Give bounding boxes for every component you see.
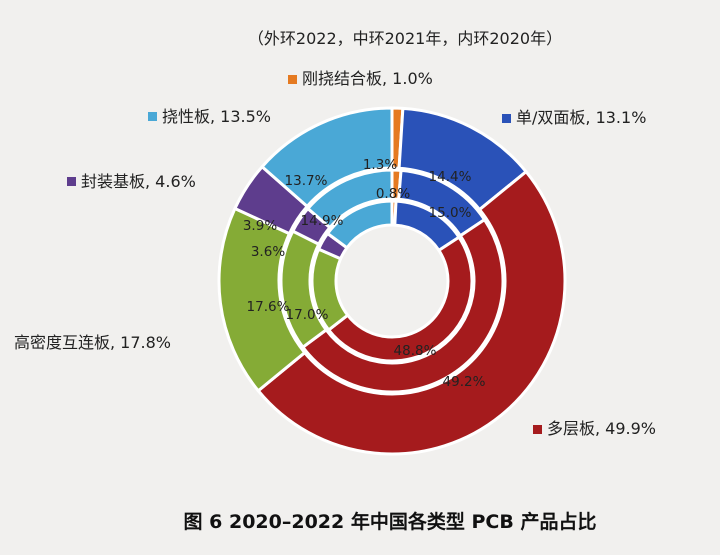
donut-segment-outer-flex [260,106,394,208]
ring-label-single-double-inner: 15.0% [429,205,472,221]
legend-swatch-flex [148,112,157,121]
legend-label-rigid-flex: 刚挠结合板, 1.0% [302,69,433,88]
donut-segment-inner-flex [326,199,394,250]
ring-label-substrate-middle: 3.9% [243,218,277,234]
ring-label-flex-inner: 14.9% [301,213,344,229]
chart-caption: 图 6 2020–2022 年中国各类型 PCB 产品占比 [184,510,597,533]
ring-label-hdi-middle: 17.6% [247,299,290,315]
donut-segment-middle-flex [306,168,394,229]
ring-label-single-double-middle: 14.4% [429,169,472,185]
legend-swatch-single-double [502,114,511,123]
chart-subtitle: （外环2022，中环2021年，内环2020年） [248,29,562,48]
legend-label-single-double: 单/双面板, 13.1% [516,108,646,127]
ring-label-substrate-inner: 3.6% [251,244,285,260]
legend-label-hdi: 高密度互连板, 17.8% [14,333,171,352]
ring-label-rigid-flex-inner: 0.8% [376,186,410,202]
ring-label-flex-middle: 13.7% [285,173,328,189]
donut-segment-middle-multilayer [301,218,505,394]
ring-label-rigid-flex-middle: 1.3% [363,157,397,173]
ring-value-labels: 1.3% 0.8% 14.4% 15.0% 48.8% 49.2% 17.6% … [243,157,486,390]
chart-legend: 刚挠结合板, 1.0% 单/双面板, 13.1% 多层板, 49.9% 高密度互… [14,69,656,438]
ring-label-multilayer-middle: 49.2% [443,374,486,390]
legend-label-flex: 挠性板, 13.5% [162,107,271,126]
donut-segment-outer-multilayer [256,170,567,456]
ring-label-multilayer-inner: 48.8% [394,343,437,359]
legend-label-substrate: 封装基板, 4.6% [81,172,196,191]
legend-swatch-substrate [67,177,76,186]
donut-segment-inner-multilayer [327,235,474,363]
legend-swatch-rigid-flex [288,75,297,84]
legend-label-multilayer: 多层板, 49.9% [547,419,656,438]
legend-swatch-multilayer [533,425,542,434]
ring-label-hdi-inner: 17.0% [286,307,329,323]
donut-rings [217,106,567,456]
